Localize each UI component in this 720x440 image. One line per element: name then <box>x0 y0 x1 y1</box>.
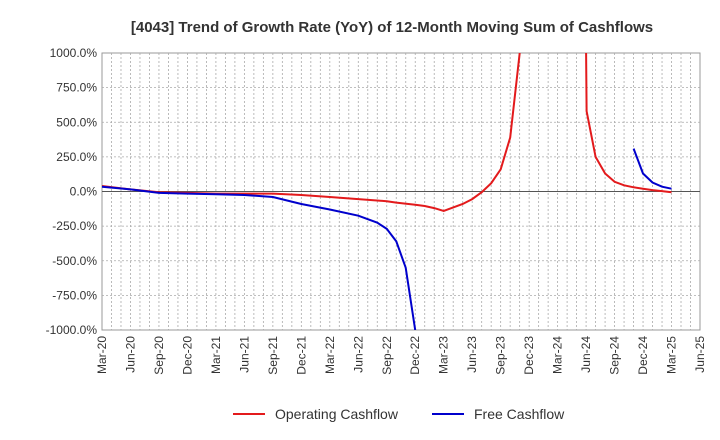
x-tick-label: Mar-23 <box>437 336 451 374</box>
x-tick-label: Mar-21 <box>209 336 223 374</box>
x-tick-label: Jun-23 <box>465 336 479 373</box>
chart-title: [4043] Trend of Growth Rate (YoY) of 12-… <box>131 19 653 36</box>
x-tick-label: Mar-24 <box>551 336 565 374</box>
y-tick-label: -750.0% <box>52 288 97 302</box>
y-tick-label: -500.0% <box>52 254 97 268</box>
x-tick-label: Sep-20 <box>152 336 166 375</box>
y-tick-label: -250.0% <box>52 219 97 233</box>
legend: Operating Cashflow Free Cashflow <box>233 406 565 422</box>
y-tick-label: 0.0% <box>70 185 98 199</box>
x-tick-label: Dec-22 <box>408 336 422 375</box>
x-axis: Mar-20 Jun-20 Sep-20 Dec-20 Mar-21 Jun-21 Sep-… <box>95 336 707 375</box>
grid <box>101 52 701 331</box>
y-tick-label: -1000.0% <box>46 323 98 337</box>
x-tick-label: Sep-21 <box>266 336 280 375</box>
x-tick-label: Dec-20 <box>180 336 194 375</box>
x-tick-label: Sep-22 <box>380 336 394 375</box>
legend-label-operating-cashflow: Operating Cashflow <box>275 406 399 422</box>
x-tick-label: Jun-24 <box>579 336 593 373</box>
y-tick-label: 750.0% <box>56 81 97 95</box>
x-tick-label: Mar-20 <box>95 336 109 374</box>
series-lines <box>102 53 672 330</box>
x-tick-label: Mar-22 <box>323 336 337 374</box>
y-tick-label: 500.0% <box>56 115 97 129</box>
y-axis: 1000.0% 750.0% 500.0% 250.0% 0.0% -250.0% -500… <box>46 46 98 337</box>
x-tick-label: Jun-25 <box>693 336 707 373</box>
x-tick-label: Dec-23 <box>522 336 536 375</box>
x-tick-label: Mar-25 <box>665 336 679 374</box>
free-cashflow-line <box>102 148 672 330</box>
x-tick-label: Dec-21 <box>294 336 308 375</box>
x-tick-label: Jun-22 <box>351 336 365 373</box>
x-tick-label: Jun-20 <box>123 336 137 373</box>
x-tick-label: Jun-21 <box>237 336 251 373</box>
y-tick-label: 1000.0% <box>50 46 98 60</box>
x-tick-label: Sep-24 <box>608 336 622 375</box>
x-tick-label: Sep-23 <box>494 336 508 375</box>
y-tick-label: 250.0% <box>56 150 97 164</box>
legend-label-free-cashflow: Free Cashflow <box>474 406 565 422</box>
x-tick-label: Dec-24 <box>636 336 650 375</box>
